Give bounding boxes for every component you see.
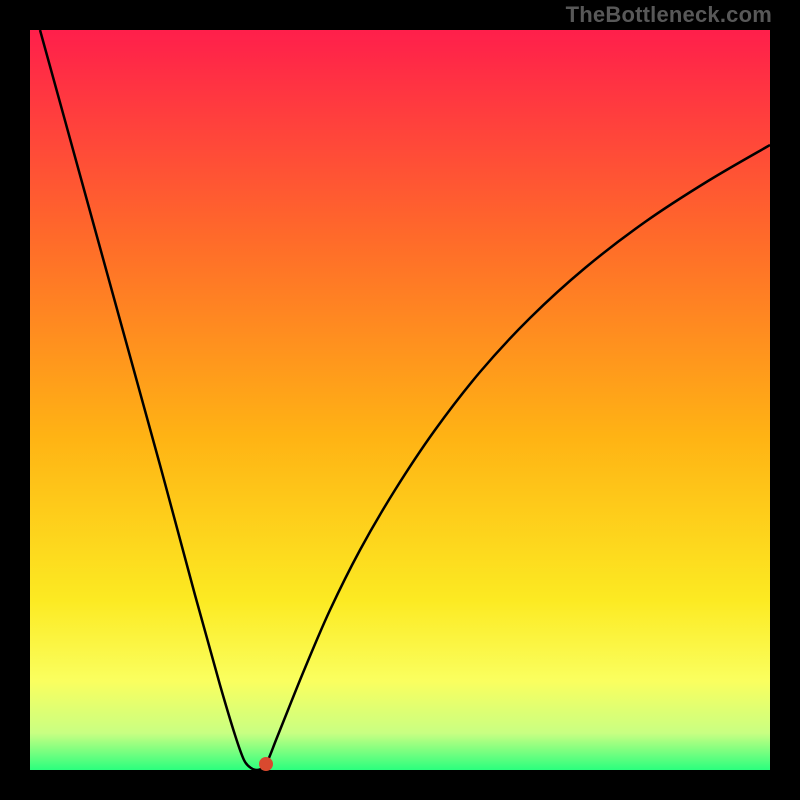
watermark-text: TheBottleneck.com <box>566 2 772 28</box>
curve-layer <box>30 30 770 770</box>
bottleneck-curve <box>40 30 770 770</box>
optimum-marker-dot <box>259 757 273 771</box>
